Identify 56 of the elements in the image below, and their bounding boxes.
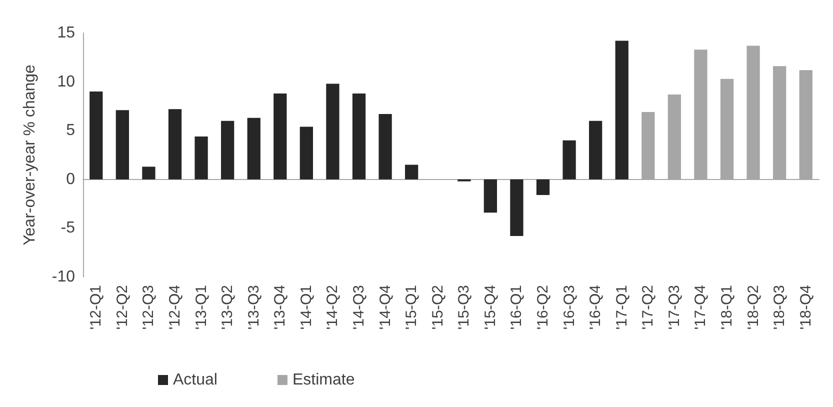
y-tick-label: 15 [57,24,76,42]
x-tick-label: '18-Q3 [771,285,788,330]
y-tick-label: -5 [60,220,76,237]
x-tick-label: '16-Q1 [508,285,526,330]
x-tick-label: '14-Q1 [298,285,315,330]
x-tick-label: '14-Q3 [350,285,368,330]
x-tick-label: '12-Q2 [114,285,131,330]
bar [274,94,287,180]
x-tick-label: '12-Q1 [88,285,105,330]
x-tick-label: '17-Q1 [613,285,630,330]
y-tick-label: -10 [52,268,76,286]
bar [589,120,602,180]
legend-label: Estimate [292,372,355,388]
x-tick-label: '13-Q2 [219,285,236,330]
bar [562,140,576,180]
bar [484,179,497,213]
x-tick-label: '14-Q4 [376,285,394,330]
x-tick-label: '15-Q1 [403,285,420,330]
x-tick-label: '13-Q4 [272,285,289,330]
x-tick-label: '15-Q3 [456,285,473,330]
bar [615,40,628,180]
bar [300,126,313,180]
y-axis-title: Year-over-year % change [22,64,38,246]
y-tick-label: 10 [57,73,76,90]
x-tick-label: '13-Q3 [245,285,262,330]
bar [194,136,208,180]
bar [247,118,260,180]
x-tick-label: '16-Q4 [587,285,604,330]
bar [326,84,340,180]
x-tick-label: '18-Q2 [744,285,762,330]
legend-label: Actual [173,372,218,388]
x-tick-label: '13-Q1 [192,285,210,330]
x-tick-label: '15-Q4 [482,285,499,330]
x-tick-label: '16-Q3 [560,285,578,330]
x-tick-label: '14-Q2 [324,285,342,330]
bar [221,120,234,180]
bar [536,179,550,196]
y-tick-label: 5 [66,122,76,140]
x-tick-label: '17-Q3 [666,285,683,330]
bar [90,92,103,180]
x-tick-label: '18-Q1 [718,285,736,330]
bar [142,166,156,180]
x-tick-label: '17-Q4 [692,285,710,330]
x-tick-label: '16-Q2 [534,285,552,330]
bar [116,110,129,180]
x-tick-label: '12-Q4 [166,285,184,330]
x-tick-label: '17-Q2 [640,285,657,330]
x-tick-label: '12-Q3 [140,285,158,330]
bar [378,114,392,180]
bar [405,164,418,180]
bar [352,94,366,180]
bar [510,179,524,236]
x-tick-label: '15-Q2 [429,285,446,330]
x-tick-label: '18-Q4 [797,285,814,330]
bar [168,109,182,180]
y-tick-label: 0 [66,170,76,188]
